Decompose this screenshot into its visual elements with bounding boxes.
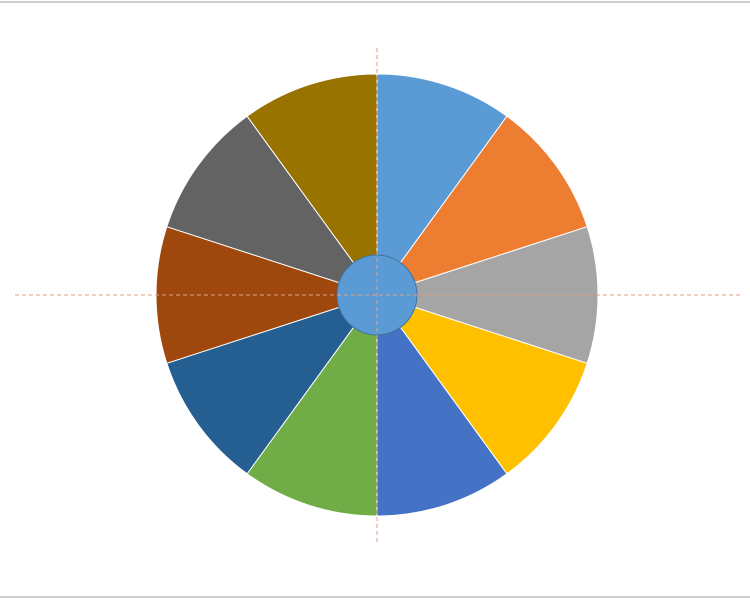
pie-slice [246,293,378,517]
pie-slice [375,115,588,296]
pie-slice [376,293,508,517]
pie-slice [166,115,379,296]
pie-slice [376,73,508,297]
pie [155,73,599,517]
pie-slice [166,294,379,475]
pie-slice [375,294,588,475]
pie-slice [246,73,378,297]
